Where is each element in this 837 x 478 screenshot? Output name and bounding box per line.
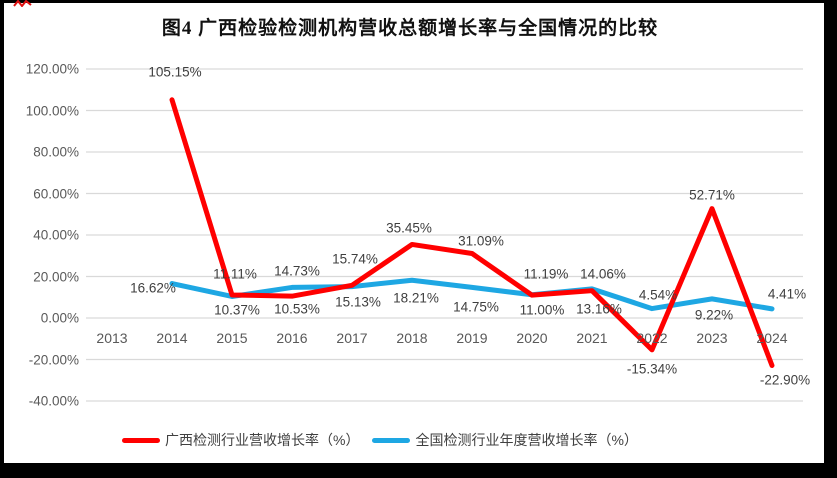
x-axis-tick-label: 2020: [516, 330, 548, 346]
data-label: 15.13%: [335, 294, 381, 310]
x-axis-tick-label: 2024: [756, 330, 788, 346]
x-axis-tick-label: 2013: [96, 330, 128, 346]
guangxi-line-swatch-icon: [122, 437, 160, 443]
y-axis-tick-label: 100.00%: [25, 103, 79, 118]
y-axis-tick-label: 60.00%: [33, 186, 79, 201]
data-label: 35.45%: [386, 220, 432, 236]
frame-border-right: [824, 0, 837, 478]
data-label: 13.16%: [576, 301, 622, 317]
data-label: 105.15%: [148, 64, 202, 80]
red-scribble-mark: [13, 0, 32, 7]
series-line-1: [169, 97, 775, 369]
data-label: 14.06%: [580, 266, 626, 282]
data-label: 18.21%: [393, 290, 439, 306]
x-axis-tick-label: 2022: [636, 330, 668, 346]
chart-legend: 广西检测行业营收增长率（%） 全国检测行业年度营收增长率（%）: [122, 430, 651, 450]
x-axis-tick-label: 2023: [696, 330, 728, 346]
data-label: 52.71%: [689, 187, 735, 203]
y-axis-tick-label: -20.00%: [28, 352, 79, 367]
frame-border-bottom: [0, 463, 837, 478]
data-label: 14.73%: [274, 263, 320, 279]
y-axis-tick-label: 120.00%: [25, 61, 79, 77]
x-axis-tick-label: 2019: [456, 330, 488, 346]
y-axis-tick-label: 0.00%: [40, 310, 79, 326]
data-label: 16.62%: [130, 280, 176, 295]
data-label: 9.22%: [694, 307, 734, 323]
legend-label-guangxi: 广西检测行业营收增长率（%）: [165, 432, 360, 448]
data-label: 10.37%: [214, 302, 260, 318]
data-label: 11.00%: [519, 302, 565, 318]
data-label: 31.09%: [458, 233, 504, 249]
legend-item-national: 全国检测行业年度营收增长率（%）: [372, 430, 638, 450]
y-axis-tick-label: 40.00%: [33, 227, 79, 243]
chart-title: 图4 广西检验检测机构营收总额增长率与全国情况的比较: [161, 18, 659, 39]
x-axis-tick-label: 2017: [336, 330, 368, 346]
national-line-swatch-icon: [372, 437, 411, 443]
data-label: 15.74%: [332, 251, 378, 267]
y-axis-tick-label: 80.00%: [33, 144, 79, 160]
x-axis-tick-label: 2014: [156, 330, 188, 346]
x-axis-tick-label: 2018: [396, 330, 428, 346]
data-label: -22.90%: [759, 372, 811, 388]
data-label: 11.19%: [523, 266, 569, 282]
x-axis-tick-label: 2015: [216, 330, 248, 346]
data-label: 11.11%: [213, 266, 257, 282]
x-axis-tick-label: 2016: [276, 330, 308, 346]
frame-border-top: [0, 0, 837, 3]
data-label: 10.53%: [274, 301, 320, 317]
data-label: 4.41%: [767, 286, 807, 302]
x-axis-tick-label: 2021: [576, 330, 608, 346]
frame-border-left: [0, 2, 4, 478]
legend-label-national: 全国检测行业年度营收增长率（%）: [415, 432, 638, 448]
data-label: 4.54%: [638, 287, 678, 303]
data-label: -15.34%: [626, 361, 678, 377]
legend-item-guangxi: 广西检测行业营收增长率（%）: [122, 430, 359, 450]
y-axis-tick-label: -40.00%: [28, 393, 79, 409]
data-label: 14.75%: [453, 299, 499, 315]
y-axis-tick-label: 20.00%: [33, 269, 79, 284]
